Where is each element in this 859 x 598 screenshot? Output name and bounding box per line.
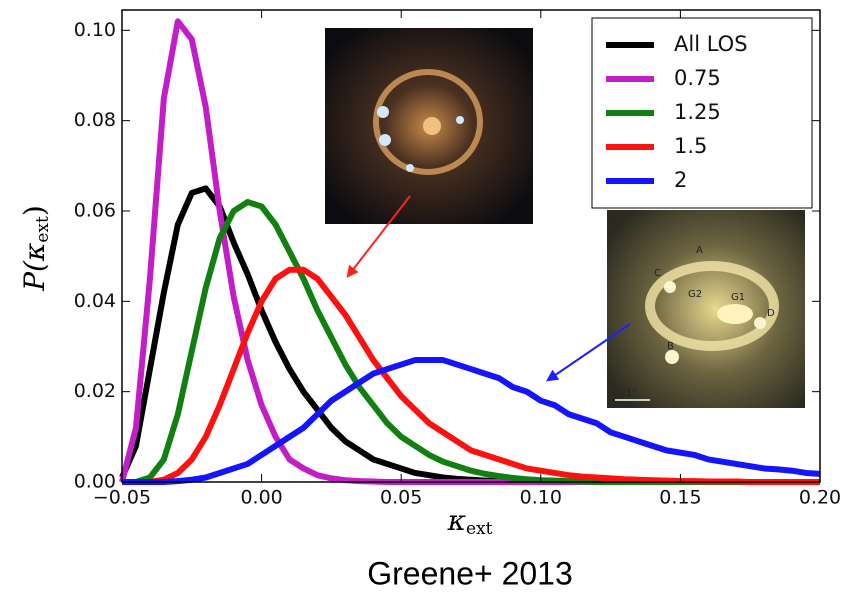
legend-label: 0.75 <box>674 66 721 90</box>
y-tick-label: 0.00 <box>74 471 116 493</box>
x-axis-label: κext <box>447 504 493 539</box>
inset-label: G1 <box>731 292 745 303</box>
legend-label: 1.5 <box>674 134 707 158</box>
legend: All LOS 0.75 1.25 1.5 2 <box>592 18 812 208</box>
chart: A C G2 G1 D B 1" κext P(κext) Greene+ 20… <box>0 0 859 598</box>
y-tick-label: 0.08 <box>74 109 116 131</box>
caption: Greene+ 2013 <box>367 555 573 591</box>
inset-image-lens: A C G2 G1 D B 1" <box>607 210 805 408</box>
inset-label: G2 <box>688 289 702 300</box>
x-tick-label: 0.00 <box>240 487 282 509</box>
inset-label: D <box>767 308 775 319</box>
y-tick-label: 0.04 <box>74 290 116 312</box>
inset-image-lens <box>325 28 533 224</box>
inset-label: C <box>654 268 661 279</box>
y-axis-part: ) <box>18 205 51 216</box>
inset-label: 1" <box>626 388 637 399</box>
y-axis-subscript: ext <box>33 216 53 243</box>
y-tick-label: 0.10 <box>74 19 116 41</box>
inset-label: A <box>696 245 703 256</box>
legend-label: 2 <box>674 168 687 192</box>
legend-label: All LOS <box>674 32 748 56</box>
inset-label: B <box>667 341 674 352</box>
y-tick-label: 0.06 <box>74 199 116 221</box>
x-tick-label: 0.05 <box>380 487 422 509</box>
x-tick-label: 0.15 <box>659 487 701 509</box>
x-axis-symbol: κ <box>447 504 466 537</box>
x-tick-label: 0.10 <box>520 487 562 509</box>
y-axis-part: P( <box>18 260 51 292</box>
x-tick-label: 0.20 <box>799 487 841 509</box>
legend-label: 1.25 <box>674 100 721 124</box>
y-tick-label: 0.02 <box>74 380 116 402</box>
y-axis-symbol: κ <box>18 243 51 262</box>
y-axis-label: P(κext) <box>18 205 53 292</box>
x-axis-subscript: ext <box>466 519 493 539</box>
